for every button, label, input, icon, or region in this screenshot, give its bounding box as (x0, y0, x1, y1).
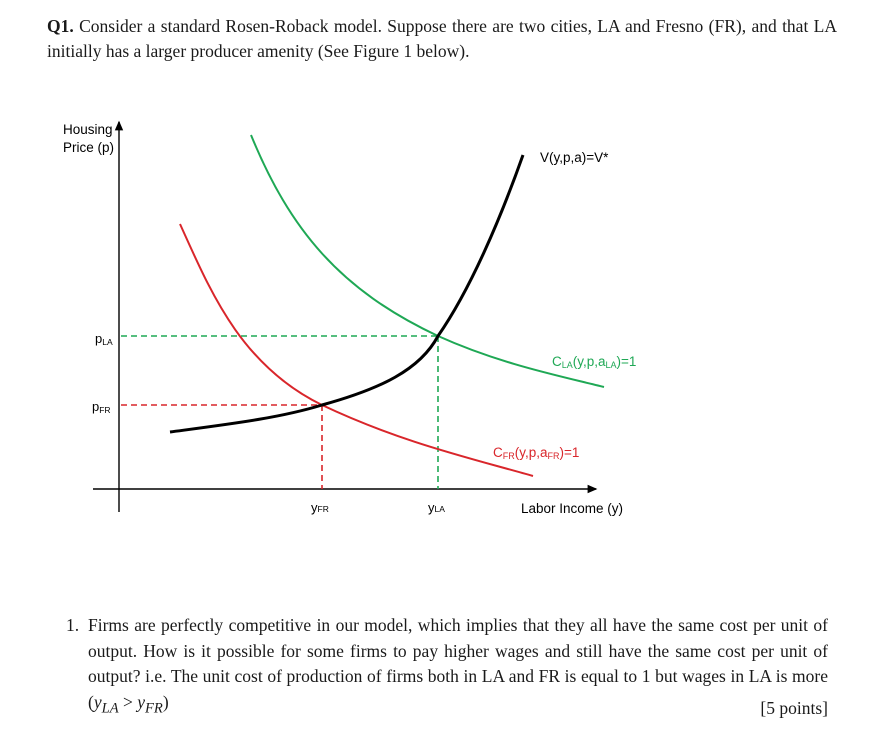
c-la-curve (250, 134, 605, 388)
y-la-tick-label: yLA (428, 500, 445, 515)
c-la-curve-label: CLA(y,p,aLA)=1 (552, 354, 636, 370)
y-axis-label: Housing Price (p) (63, 122, 116, 155)
subquestion-number: 1. (66, 615, 80, 635)
figure-rosen-roback: Housing Price (p) Labor Income (y) pLA p… (63, 120, 636, 516)
subquestion-body: Firms are perfectly competitive in our m… (88, 613, 828, 722)
question-number: Q1. (47, 16, 74, 36)
v-curve (169, 154, 525, 434)
y-fr-tick-label: yFR (311, 500, 329, 515)
wage-inequality-math: (yLA > yFR) (88, 691, 169, 717)
p-la-tick-label: pLA (95, 331, 113, 347)
p-fr-tick-label: pFR (92, 399, 111, 415)
c-fr-curve-label: CFR(y,p,aFR)=1 (493, 445, 579, 461)
v-curve-label: V(y,p,a)=V* (540, 150, 609, 165)
x-axis-label: Labor Income (y) (521, 501, 623, 516)
points-label: [5 points] (760, 698, 828, 718)
question-body: Consider a standard Rosen-Roback model. … (47, 16, 837, 61)
subquestion-1: 1. Firms are perfectly competitive in ou… (62, 613, 828, 722)
question-text: Q1. Consider a standard Rosen-Roback mod… (47, 14, 837, 64)
subquestion-text: Firms are perfectly competitive in our m… (88, 615, 828, 686)
